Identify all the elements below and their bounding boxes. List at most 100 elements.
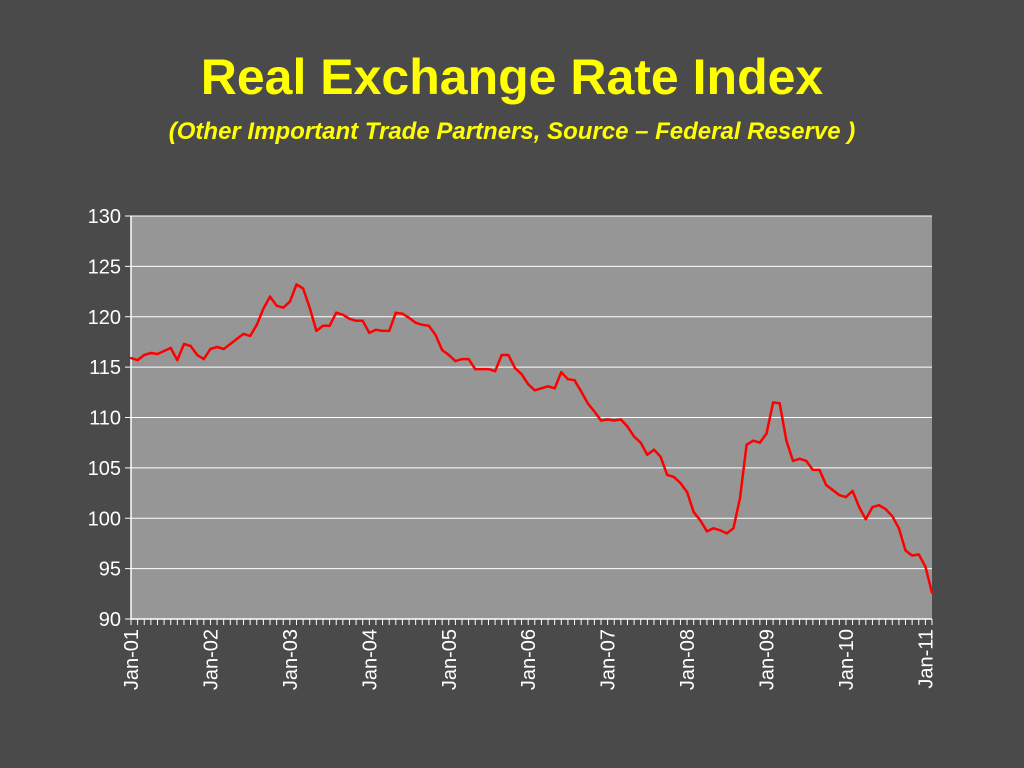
data-point [613, 419, 616, 422]
data-point [586, 402, 589, 405]
chart-title: Real Exchange Rate Index [200, 49, 824, 105]
data-point [745, 443, 748, 446]
data-point [275, 304, 278, 307]
data-point [162, 349, 166, 353]
data-point [573, 379, 576, 382]
y-tick-label: 130 [88, 206, 121, 228]
x-tick-label: Jan-07 [598, 629, 620, 690]
data-point [394, 311, 397, 314]
data-point [778, 402, 781, 405]
data-point [361, 319, 364, 322]
y-tick-label: 105 [88, 458, 121, 480]
data-point [222, 347, 225, 351]
data-point [811, 468, 815, 472]
x-tick-label: Jan-11 [915, 629, 937, 689]
data-point [248, 334, 252, 338]
data-point [335, 311, 338, 314]
data-point [143, 353, 146, 357]
data-point [891, 515, 894, 518]
data-point [540, 387, 543, 390]
data-point [579, 390, 583, 393]
data-point [864, 518, 868, 521]
data-point [857, 505, 861, 509]
x-tick-label: Jan-06 [518, 629, 540, 690]
data-point [480, 367, 484, 371]
data-point [262, 307, 265, 310]
data-point [156, 352, 159, 356]
data-point [798, 457, 801, 461]
data-point [805, 459, 808, 463]
data-point [401, 312, 404, 315]
data-point [467, 357, 470, 361]
data-point [533, 389, 537, 392]
data-point [553, 387, 556, 390]
data-point [460, 357, 464, 361]
y-axis: 130 125 120 115 110 105 100 95 90 [88, 206, 132, 631]
data-point [666, 473, 669, 477]
data-point [646, 453, 649, 456]
data-point [606, 418, 609, 421]
data-point [368, 331, 371, 335]
data-point [414, 321, 417, 324]
data-point [282, 306, 285, 309]
data-point [176, 358, 179, 362]
data-point [348, 317, 351, 320]
data-point [632, 435, 636, 438]
data-point [195, 353, 199, 357]
data-point [599, 419, 603, 422]
y-tick-label: 100 [88, 508, 121, 530]
data-point [884, 507, 887, 511]
data-point [129, 356, 133, 360]
y-tick-label: 125 [88, 256, 121, 278]
data-point [440, 348, 444, 352]
chart-subtitle: (Other Important Trade Partners, Source … [168, 118, 856, 145]
data-point [718, 529, 722, 532]
data-point [209, 347, 212, 351]
data-point [169, 346, 172, 350]
data-point [149, 351, 153, 355]
data-point [328, 324, 331, 328]
data-point [235, 337, 239, 341]
data-point [771, 401, 775, 404]
data-point [407, 316, 411, 319]
data-point [520, 372, 523, 376]
x-tick-label: Jan-05 [439, 629, 461, 690]
y-tick-label: 95 [99, 559, 121, 581]
data-point [725, 532, 728, 535]
data-point [500, 353, 503, 357]
data-point [897, 527, 901, 530]
data-point [679, 481, 682, 485]
data-point [765, 432, 768, 435]
data-point [387, 329, 391, 333]
data-point [699, 519, 702, 522]
data-point [917, 553, 920, 556]
data-point [301, 287, 305, 290]
data-point [930, 591, 934, 595]
x-tick-label: Jan-01 [121, 629, 143, 690]
data-point [626, 425, 629, 428]
data-point [354, 319, 358, 322]
data-point [619, 418, 623, 421]
data-point [493, 369, 497, 373]
data-point [242, 332, 245, 336]
x-tick-label: Jan-02 [200, 629, 222, 690]
data-point [288, 300, 292, 303]
data-point [838, 493, 841, 497]
data-point [474, 367, 477, 371]
data-point [705, 530, 709, 533]
data-point [752, 439, 755, 442]
data-point [526, 383, 530, 386]
data-point [593, 410, 596, 413]
data-point [189, 344, 192, 348]
data-point [566, 378, 570, 381]
y-tick-label: 120 [88, 307, 121, 329]
data-point [851, 489, 854, 493]
data-point [791, 459, 795, 463]
data-point [487, 367, 490, 371]
data-point [877, 503, 881, 507]
data-point [202, 357, 206, 361]
data-point [513, 366, 517, 370]
x-tick-label: Jan-04 [359, 629, 381, 690]
data-point [652, 448, 656, 451]
data-point [639, 441, 642, 444]
